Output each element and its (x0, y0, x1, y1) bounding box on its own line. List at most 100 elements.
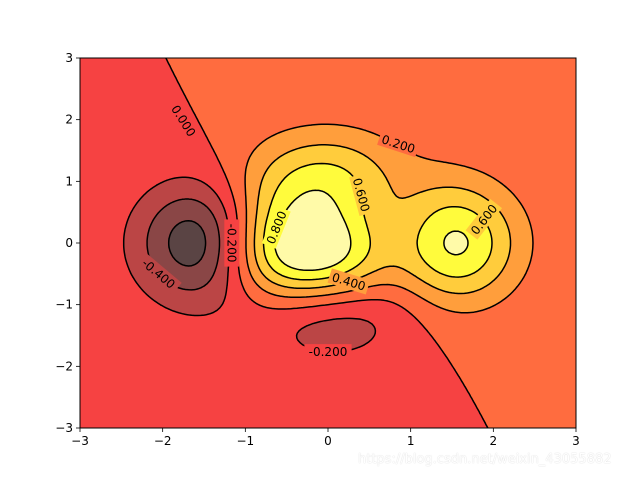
contour-band-cell (380, 300, 383, 428)
contour-band-cell (370, 340, 373, 428)
contour-band-cell (452, 58, 455, 165)
contour-band-cell (300, 58, 303, 127)
contour-band-cell (284, 154, 287, 179)
contour-band-cell (252, 58, 255, 153)
contour-band-cell (198, 122, 201, 181)
contour-band-cell (412, 58, 415, 155)
contour-band-cell (434, 340, 437, 428)
contour-band-cell (562, 58, 565, 428)
contour-band-cell (368, 300, 371, 323)
contour-band-cell (436, 306, 439, 345)
contour-band-cell (184, 178, 187, 201)
contour-band-cell (364, 130, 367, 157)
contour-band-cell (402, 288, 405, 309)
contour-band-cell (188, 58, 191, 105)
contour-band-cell (210, 146, 213, 189)
contour-band-cell (174, 58, 177, 77)
contour-band-cell (522, 208, 525, 279)
contour-band-cell (352, 350, 355, 428)
contour-band-cell (186, 314, 189, 428)
contour-band-cell (442, 162, 445, 189)
contour-band-cell (170, 58, 173, 69)
contour-band-cell (502, 184, 505, 217)
contour-band-cell (258, 268, 261, 287)
contour-band-cell (396, 304, 399, 428)
contour-band-cell (470, 192, 473, 211)
contour-band-cell (546, 58, 549, 428)
contour-band-cell (516, 58, 519, 199)
contour-band-cell (488, 256, 491, 285)
contour-band-cell (428, 160, 431, 191)
contour-band-cell (422, 158, 425, 193)
contour-band-cell (178, 262, 181, 289)
contour-band-cell (478, 170, 481, 195)
contour-band-cell (176, 262, 179, 289)
contour-band-cell (224, 174, 227, 211)
contour-band-cell (400, 288, 403, 307)
contour-band-cell (158, 304, 161, 428)
contour-band-cell (350, 58, 353, 127)
contour-band-cell (286, 176, 289, 211)
contour-band-cell (316, 322, 319, 351)
contour-band-cell (308, 306, 311, 325)
contour-band-cell (440, 290, 443, 309)
contour-band-cell (462, 234, 465, 253)
contour-band-cell (266, 308, 269, 428)
contour-band-cell (512, 292, 515, 428)
contour-band-cell (370, 286, 373, 301)
contour-band-cell (340, 58, 343, 127)
x-tick-label: 3 (572, 434, 580, 448)
contour-band-cell (436, 160, 439, 189)
contour-band-cell (446, 234, 449, 251)
contour-band-cell (318, 322, 321, 351)
contour-band-cell (488, 58, 491, 177)
contour-band-cell (458, 58, 461, 165)
contour-band-cell (278, 308, 281, 428)
contour-band-cell (520, 58, 523, 205)
contour-band-cell (176, 288, 179, 313)
contour-band-cell (316, 280, 319, 289)
contour-band-cell (394, 266, 397, 287)
contour-band-cell (338, 318, 341, 353)
contour-band-cell (234, 204, 237, 428)
contour-band-cell (190, 316, 193, 428)
contour-band-cell (424, 262, 427, 283)
watermark: https://blog.csdn.net/weixin_43055882 (358, 452, 612, 467)
contour-band-cell (190, 220, 193, 267)
contour-band-cell (296, 288, 299, 299)
contour-band-cell (242, 58, 245, 289)
contour-band-cell (312, 324, 315, 351)
contour-band-cell (190, 266, 193, 291)
contour-band-cell (276, 158, 279, 189)
contour-band-cell (202, 286, 205, 317)
contour-band-cell (204, 58, 207, 135)
contour-band-cell (312, 296, 315, 307)
contour-band-cell (386, 58, 389, 141)
contour-band-cell (306, 126, 309, 147)
contour-band-cell (456, 58, 459, 165)
contour-band-cell (252, 278, 255, 303)
contour-band-cell (390, 302, 393, 428)
contour-band-cell (304, 58, 307, 127)
contour-band-cell (326, 320, 329, 353)
contour-band-cell (272, 294, 275, 309)
contour-band-cell (500, 214, 503, 273)
contour-band-cell (388, 266, 391, 285)
contour-band-cell (328, 320, 331, 353)
contour-band-cell (408, 272, 411, 291)
contour-band-cell (454, 312, 457, 371)
contour-band-cell (456, 188, 459, 207)
contour-band-cell (484, 174, 487, 199)
contour-band-cell (316, 296, 319, 307)
contour-band-cell (318, 124, 321, 145)
contour-band-cell (346, 292, 349, 303)
contour-band-cell (328, 304, 331, 321)
contour-band-cell (458, 164, 461, 189)
contour-band-cell (298, 148, 301, 169)
contour-band-cell (196, 290, 199, 317)
contour-band-cell (188, 104, 191, 179)
contour-band-cell (318, 190, 321, 271)
x-tick-label: −1 (236, 434, 254, 448)
contour-band-cell (326, 58, 329, 125)
